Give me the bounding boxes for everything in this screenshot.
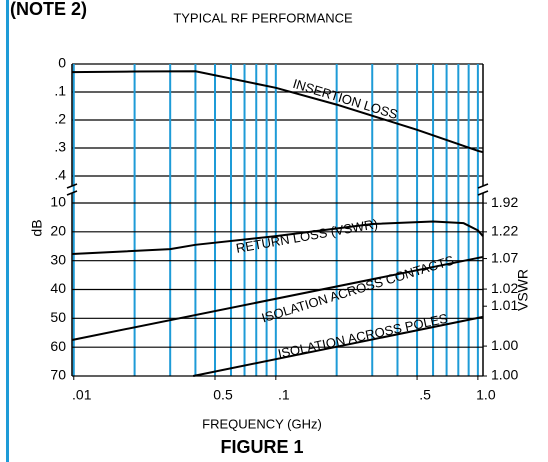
y-tick-label: 50 xyxy=(50,309,66,325)
chart-title: TYPICAL RF PERFORMANCE xyxy=(173,10,353,25)
x-tick-label: .1 xyxy=(278,387,290,403)
x-tick-label: 0.5 xyxy=(213,387,233,403)
x-tick-label: .5 xyxy=(419,387,431,403)
series-line xyxy=(71,220,484,256)
y-tick-label: 40 xyxy=(50,280,66,296)
y2-tick-label: 1.22 xyxy=(491,223,518,239)
y-axis-label: dB xyxy=(29,219,45,236)
axis-break xyxy=(66,190,78,196)
y2-tick-label: 1.92 xyxy=(491,194,518,210)
axis-break xyxy=(477,190,489,196)
note: (NOTE 2) xyxy=(10,0,87,19)
caption: FIGURE 1 xyxy=(220,437,303,457)
y2-axis-label: VSWR xyxy=(515,269,531,311)
y-tick-label: 70 xyxy=(50,367,66,383)
y-tick-label: .4 xyxy=(54,167,66,183)
series-line xyxy=(71,255,484,341)
axis-break xyxy=(66,183,78,189)
y-tick-label: .2 xyxy=(54,111,66,127)
series-line xyxy=(193,315,484,377)
y-tick-label: 20 xyxy=(50,223,66,239)
grid xyxy=(72,63,483,377)
y-tick-label: .3 xyxy=(54,139,66,155)
y-tick-label: 30 xyxy=(50,251,66,267)
y2-tick-label: 1.00 xyxy=(491,367,518,383)
x-tick-label: .01 xyxy=(72,387,92,403)
series-line xyxy=(71,70,484,154)
y2-tick-label: 1.02 xyxy=(491,280,518,296)
x-tick-label: 1.0 xyxy=(476,387,496,403)
y2-tick-label: 1.07 xyxy=(491,249,518,265)
axes xyxy=(66,64,489,376)
x-axis-label: FREQUENCY (GHz) xyxy=(202,416,322,431)
y-tick-label: 10 xyxy=(50,194,66,210)
y2-tick-label: 1.01 xyxy=(491,297,518,313)
axis-break xyxy=(477,183,489,189)
y-tick-label: 60 xyxy=(50,338,66,354)
y2-tick-label: 1.00 xyxy=(491,337,518,353)
y-tick-label: .1 xyxy=(54,83,66,99)
y-tick-label: 0 xyxy=(58,55,66,71)
